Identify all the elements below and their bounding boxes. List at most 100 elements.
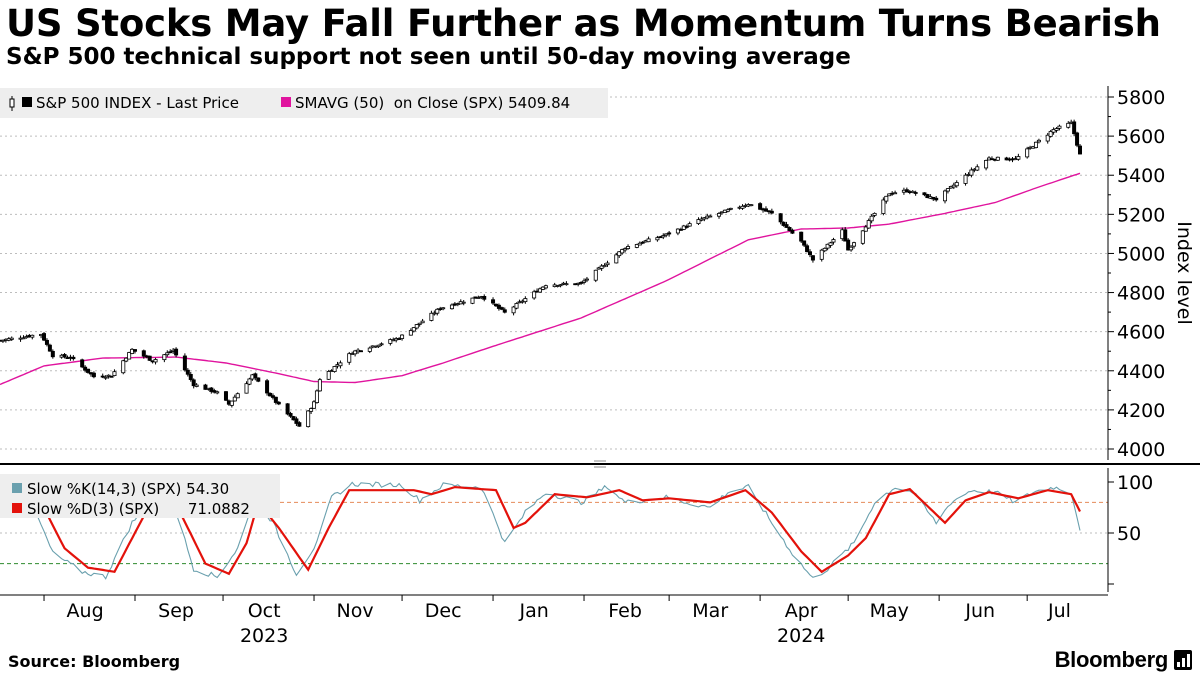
candle-body: [579, 282, 584, 284]
candle-body: [763, 208, 768, 212]
candle-body: [1036, 139, 1041, 143]
candle-body: [1051, 129, 1056, 133]
candle-body: [338, 362, 343, 367]
candle-body: [44, 339, 49, 345]
candle-body: [309, 408, 314, 412]
bloomberg-logo: Bloomberg: [1054, 647, 1169, 672]
candle-body: [749, 204, 754, 207]
candle-body: [869, 215, 874, 222]
candle-body: [872, 212, 877, 216]
candle-body: [623, 248, 628, 251]
candle-body: [141, 350, 146, 357]
candle-body: [103, 376, 108, 379]
candle-body: [849, 246, 854, 251]
candle-body: [684, 226, 689, 228]
candle-body: [866, 220, 871, 229]
candle-body: [802, 240, 807, 246]
candle-body: [270, 395, 275, 398]
price-y-tick-label: 4400: [1117, 361, 1165, 383]
candle-body: [397, 338, 402, 340]
candle-body: [388, 339, 393, 344]
candle-body: [810, 255, 815, 261]
price-y-tick-label: 5200: [1117, 204, 1165, 226]
candle-body: [969, 169, 974, 176]
candle-body: [799, 231, 804, 242]
candle-body: [831, 239, 836, 243]
x-axis-month-label: May: [870, 600, 909, 622]
candle-body: [708, 215, 713, 218]
candle-body: [863, 226, 868, 232]
candle-body: [358, 350, 363, 353]
candle-body: [185, 369, 190, 375]
x-axis-month-label: Jan: [518, 600, 548, 622]
candle-body: [887, 193, 892, 197]
candle-body: [934, 197, 939, 201]
x-axis-year-label: 2024: [777, 625, 825, 647]
candle-body: [913, 192, 918, 194]
candle-body: [109, 375, 114, 378]
sma-legend-swatch: [281, 97, 291, 107]
candle-body: [614, 254, 619, 264]
candle-body: [367, 347, 372, 352]
x-axis-year-label: 2023: [240, 625, 288, 647]
price-legend-label: S&P 500 INDEX - Last Price: [36, 94, 239, 112]
candle-body: [819, 249, 824, 260]
candle-body: [174, 348, 179, 356]
candle-body: [1045, 134, 1050, 142]
x-axis-year-labels: 2023 2024: [240, 625, 825, 647]
candle-body: [182, 355, 187, 371]
candle-body: [247, 378, 252, 385]
candle-body: [881, 199, 886, 214]
candle-body: [825, 243, 830, 249]
price-y-tick-label: 5800: [1117, 87, 1165, 109]
candle-body: [1066, 122, 1071, 128]
candle-body: [922, 192, 927, 196]
x-axis-month-label: Jun: [964, 600, 995, 622]
candle-body: [1078, 145, 1083, 155]
candle-body: [420, 320, 425, 324]
candle-body: [620, 249, 625, 254]
candle-body: [50, 350, 55, 358]
price-legend-swatch: [22, 97, 32, 107]
price-y-tick-label: 5600: [1117, 126, 1165, 148]
candle-body: [975, 166, 980, 171]
x-axis-month-label: Oct: [248, 600, 281, 622]
candle-body: [379, 343, 384, 346]
candle-body: [203, 384, 208, 390]
candle-body: [153, 359, 158, 363]
candle-body: [769, 210, 774, 214]
x-axis-month-label: Nov: [337, 600, 374, 622]
stoch-legend-box: [0, 474, 280, 518]
candle-body: [165, 352, 170, 356]
candle-body: [91, 372, 96, 378]
x-axis-month-label: Sep: [158, 600, 194, 622]
candle-body: [822, 247, 827, 252]
candle-body: [232, 396, 237, 402]
x-axis-month-label: Dec: [425, 600, 462, 622]
candle-body: [514, 303, 519, 309]
candle-body: [661, 235, 666, 238]
chart-title: US Stocks May Fall Further as Momentum T…: [6, 2, 1161, 45]
candle-body: [42, 333, 47, 341]
candle-body: [893, 192, 898, 195]
price-y-tick-label: 5400: [1117, 165, 1165, 187]
price-legend-box: [0, 88, 608, 118]
candle-body: [963, 174, 968, 184]
candle-body: [71, 356, 76, 360]
x-axis-month-label: Jul: [1047, 600, 1071, 622]
candle-body: [787, 226, 792, 231]
candle-body: [294, 418, 299, 424]
candle-body: [314, 390, 319, 403]
candle-body: [728, 207, 733, 210]
candle-body: [80, 359, 85, 368]
stoch-y-tick-label: 50: [1117, 523, 1141, 545]
candle-body: [1033, 141, 1038, 148]
candle-body: [209, 387, 214, 392]
candle-body: [408, 330, 413, 336]
candle-body: [191, 379, 196, 387]
candle-body: [634, 244, 639, 248]
candle-body: [273, 396, 278, 403]
candle-body: [702, 217, 707, 220]
candle-body: [132, 349, 137, 352]
